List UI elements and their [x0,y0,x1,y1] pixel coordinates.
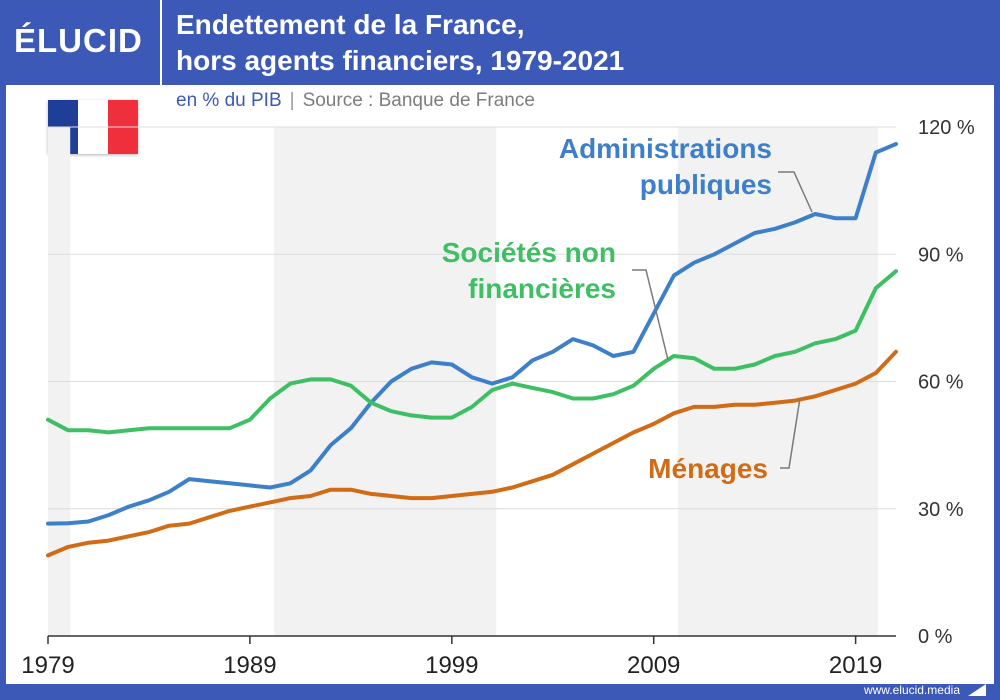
series-label-menages: Ménages [648,453,768,484]
y-tick-label: 120 % [918,117,975,139]
series-line-administrations[interactable] [46,142,898,526]
y-tick-label: 60 % [918,372,964,394]
x-tick-label: 2009 [627,652,680,679]
unit-label: en % du PIB [176,90,282,111]
series-label-societes: financières [468,273,616,304]
x-tick-label: 1989 [223,652,276,679]
subtitle-separator: | [289,90,295,111]
series-line-societes[interactable] [46,269,898,435]
leader-line-administrations [778,171,813,213]
brand-logo[interactable]: ÉLUCID [14,22,143,59]
brand-mark-icon [968,684,986,696]
chart-title: Endettement de la France, hors agents fi… [176,7,976,79]
leader-line-societes [632,269,669,361]
header-bar: ÉLUCID Endettement de la France, hors ag… [0,0,1000,85]
x-tick-label: 1999 [425,652,478,679]
y-tick-label: 30 % [918,499,964,521]
x-tick-label: 1979 [21,652,74,679]
title-line-1: Endettement de la France, [176,9,525,40]
y-tick-label: 0 % [918,626,953,648]
leader-line-menages [780,397,801,469]
series-label-administrations: publiques [640,169,772,200]
series-line-menages[interactable] [46,349,898,558]
series-label-administrations: Administrations [559,133,772,164]
header-divider [160,0,162,85]
x-tick-label: 2019 [829,652,882,679]
series-label-societes: Sociétés non [442,237,616,268]
y-tick-label: 90 % [918,244,964,266]
title-line-2: hors agents financiers, 1979-2021 [176,45,625,76]
source-label: Source : Banque de France [302,90,535,111]
chart-subtitle: en % du PIB | Source : Banque de France [176,90,535,112]
footer-url[interactable]: www.elucid.media [863,683,960,697]
